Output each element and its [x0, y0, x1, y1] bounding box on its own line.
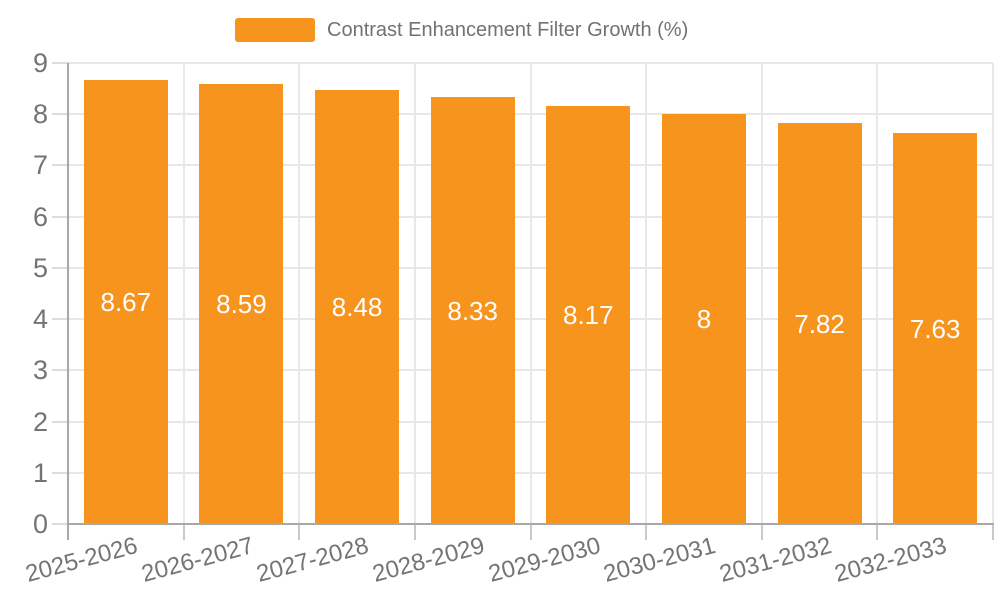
x-axis-tick — [760, 524, 763, 540]
y-axis-tick-label: 7 — [32, 150, 48, 181]
y-axis-tick-label: 0 — [32, 509, 48, 539]
x-axis-line — [67, 523, 994, 525]
bar — [777, 123, 862, 524]
y-axis-tick — [52, 62, 68, 64]
gridline — [182, 63, 185, 524]
gridline — [992, 63, 994, 524]
bar — [199, 84, 284, 524]
x-axis-tick — [992, 524, 994, 540]
bar-value-label: 8.59 — [216, 289, 267, 319]
legend-label: Contrast Enhancement Filter Growth (%) — [327, 19, 689, 41]
legend-swatch — [235, 18, 315, 42]
y-axis-tick — [52, 420, 68, 423]
y-axis-tick-label: 3 — [32, 355, 48, 386]
x-axis-tick — [182, 524, 185, 540]
y-axis-tick — [52, 318, 68, 321]
x-axis-tick — [645, 524, 648, 540]
x-axis-tick-label: 2025-2026 — [22, 532, 141, 588]
bar — [893, 133, 978, 524]
bar-value-label: 8.33 — [447, 295, 498, 326]
bar — [430, 97, 515, 524]
gridline — [529, 63, 532, 524]
y-axis-tick-label: 2 — [32, 406, 48, 437]
x-axis-tick — [876, 524, 879, 540]
x-axis-tick-label: 2030-2031 — [600, 532, 719, 588]
bar-value-label: 8.17 — [563, 299, 614, 330]
bar-value-label: 7.82 — [794, 308, 845, 339]
y-axis-tick-label: 5 — [32, 252, 48, 283]
gridline — [298, 63, 301, 524]
x-axis-tick-label: 2032-2033 — [832, 532, 950, 588]
bar — [661, 114, 746, 524]
x-axis-tick-label: 2031-2032 — [716, 532, 835, 588]
bar — [546, 105, 631, 524]
x-axis-tick-label: 2026-2027 — [138, 532, 257, 588]
x-axis-tick-label: 2029-2030 — [485, 532, 604, 588]
y-axis-tick — [52, 215, 68, 218]
gridline — [645, 63, 648, 524]
x-axis-tick — [298, 524, 301, 540]
gridline — [876, 63, 879, 524]
y-axis-tick — [52, 266, 68, 269]
x-axis-tick — [413, 524, 416, 540]
bar — [315, 89, 400, 524]
y-axis-tick-label: 4 — [32, 304, 48, 335]
y-axis-line — [67, 63, 69, 540]
bar — [83, 79, 168, 524]
gridline — [760, 63, 763, 524]
y-axis-tick-label: 1 — [32, 457, 48, 488]
y-axis-tick — [52, 369, 68, 372]
y-axis-tick — [52, 164, 68, 167]
y-axis-tick-label: 6 — [32, 201, 48, 232]
bar-value-label: 8 — [696, 304, 712, 335]
gridline — [413, 63, 416, 524]
x-axis-tick-label: 2027-2028 — [253, 532, 372, 588]
x-axis-tick — [529, 524, 532, 540]
y-axis-tick — [52, 113, 68, 116]
bar-value-label: 8.67 — [100, 286, 152, 317]
bar-value-label: 7.63 — [909, 313, 961, 344]
legend-item[interactable]: Contrast Enhancement Filter Growth (%) — [235, 15, 688, 45]
bar-value-label: 8.48 — [331, 291, 383, 322]
y-axis-tick — [52, 471, 68, 474]
y-axis-tick — [52, 523, 68, 525]
x-axis-tick-label: 2028-2029 — [369, 532, 488, 588]
y-axis-tick-label: 8 — [32, 99, 48, 130]
y-axis-tick-label: 9 — [32, 48, 48, 78]
